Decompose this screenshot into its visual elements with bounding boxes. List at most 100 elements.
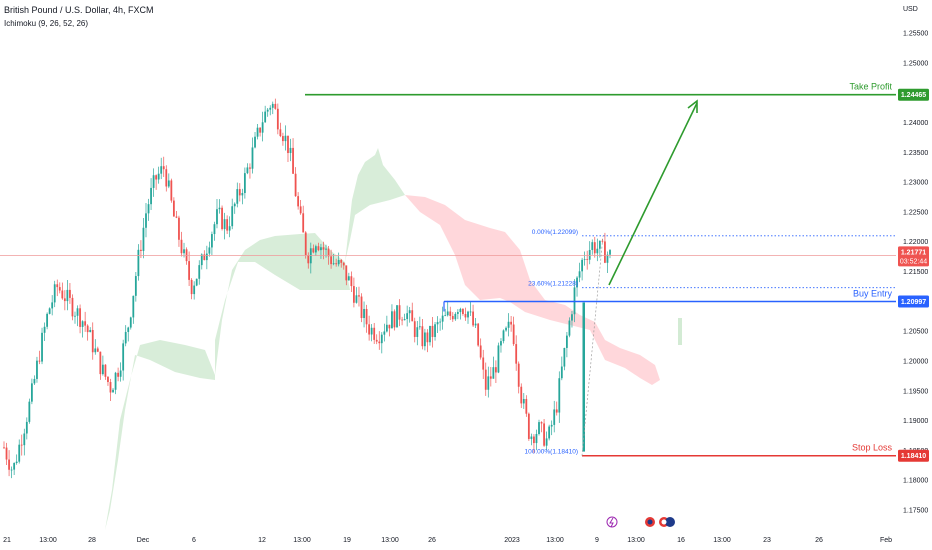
candle (472, 304, 474, 327)
cloud-future-span (678, 318, 682, 345)
candle (251, 137, 254, 174)
time-tick-label: 28 (88, 537, 96, 544)
cloud-bearish-span (405, 195, 660, 385)
candle (226, 215, 229, 234)
candle (41, 327, 43, 365)
candle (494, 360, 497, 383)
svg-text:1.24465: 1.24465 (901, 92, 926, 99)
candle (588, 241, 591, 265)
candle (543, 418, 545, 447)
candle (340, 258, 343, 268)
candle (353, 277, 355, 308)
candle (413, 317, 416, 343)
fibonacci-levels: 0.00%(1.22099) 23.60%(1.21228) 100.00%(1.1… (525, 229, 896, 456)
time-tick-label: 26 (428, 537, 436, 544)
candle (489, 366, 492, 387)
reversal-candle (582, 302, 585, 452)
candle (586, 250, 589, 270)
candle (553, 400, 556, 433)
candle (112, 387, 114, 393)
candle (350, 271, 353, 292)
candle (487, 366, 490, 398)
candle (36, 356, 38, 383)
candlesticks (3, 98, 611, 479)
fib-label: 100.00%(1.18410) (525, 449, 579, 456)
candle (515, 335, 518, 371)
price-tick-label: 1.24000 (903, 120, 928, 127)
candle (322, 241, 325, 260)
candle (231, 198, 234, 230)
uk-flag-event-icon (665, 517, 675, 527)
candle (208, 241, 211, 257)
candle (28, 398, 31, 424)
candle (571, 311, 573, 328)
candle (560, 356, 563, 381)
candle (454, 312, 457, 321)
price-badge: 1.18410 (898, 449, 929, 462)
candle (482, 349, 485, 379)
candle (464, 307, 467, 321)
candle (33, 375, 36, 386)
time-tick-label: 23 (763, 537, 771, 544)
lightning-glyph-icon (609, 517, 614, 528)
candle (317, 242, 320, 252)
candle (114, 371, 117, 395)
candle (276, 103, 279, 135)
candle (5, 442, 8, 465)
candle (512, 316, 515, 346)
price-tick-label: 1.23000 (903, 180, 928, 187)
candle (13, 462, 16, 475)
candle (474, 317, 477, 329)
candle (598, 240, 601, 258)
candle (152, 168, 155, 197)
time-axis[interactable] (0, 530, 896, 550)
economic-events[interactable] (606, 516, 675, 528)
cloud-bullish-span (105, 148, 405, 530)
price-badge: 1.20997 (898, 295, 929, 308)
candle (150, 178, 152, 211)
candle (467, 310, 469, 324)
candle (426, 329, 429, 353)
ichimoku-cloud (105, 148, 682, 530)
candle (563, 347, 566, 371)
candle (69, 283, 71, 304)
candle (238, 183, 241, 202)
candle (462, 308, 464, 316)
candle (228, 216, 231, 238)
candle (525, 395, 528, 417)
candle (46, 312, 49, 330)
price-tick-label: 1.25500 (903, 31, 928, 38)
candle (292, 138, 294, 174)
time-tick-label: 6 (192, 537, 196, 544)
candle (76, 305, 79, 327)
candle (147, 198, 150, 221)
candle (576, 276, 578, 297)
candle (507, 313, 510, 337)
candle (233, 202, 236, 214)
candle (583, 251, 586, 266)
candle (18, 439, 21, 464)
candle (30, 378, 33, 405)
candle (418, 316, 421, 330)
candle (335, 258, 338, 267)
candle (477, 322, 480, 347)
candle (533, 434, 535, 454)
svg-text:1.20997: 1.20997 (901, 299, 926, 306)
fib-trendline (581, 235, 604, 456)
candle (94, 339, 97, 355)
candle (25, 417, 28, 440)
current-price-value: 1.21771 (901, 249, 926, 256)
candle (3, 441, 5, 449)
candle (66, 279, 69, 311)
candle (274, 98, 277, 110)
candle (205, 245, 208, 270)
candle (236, 182, 239, 208)
candle (294, 167, 297, 197)
plot-area[interactable] (0, 0, 896, 530)
candle (107, 376, 109, 386)
candle (500, 338, 502, 353)
candle (134, 271, 137, 302)
candle (358, 286, 360, 307)
